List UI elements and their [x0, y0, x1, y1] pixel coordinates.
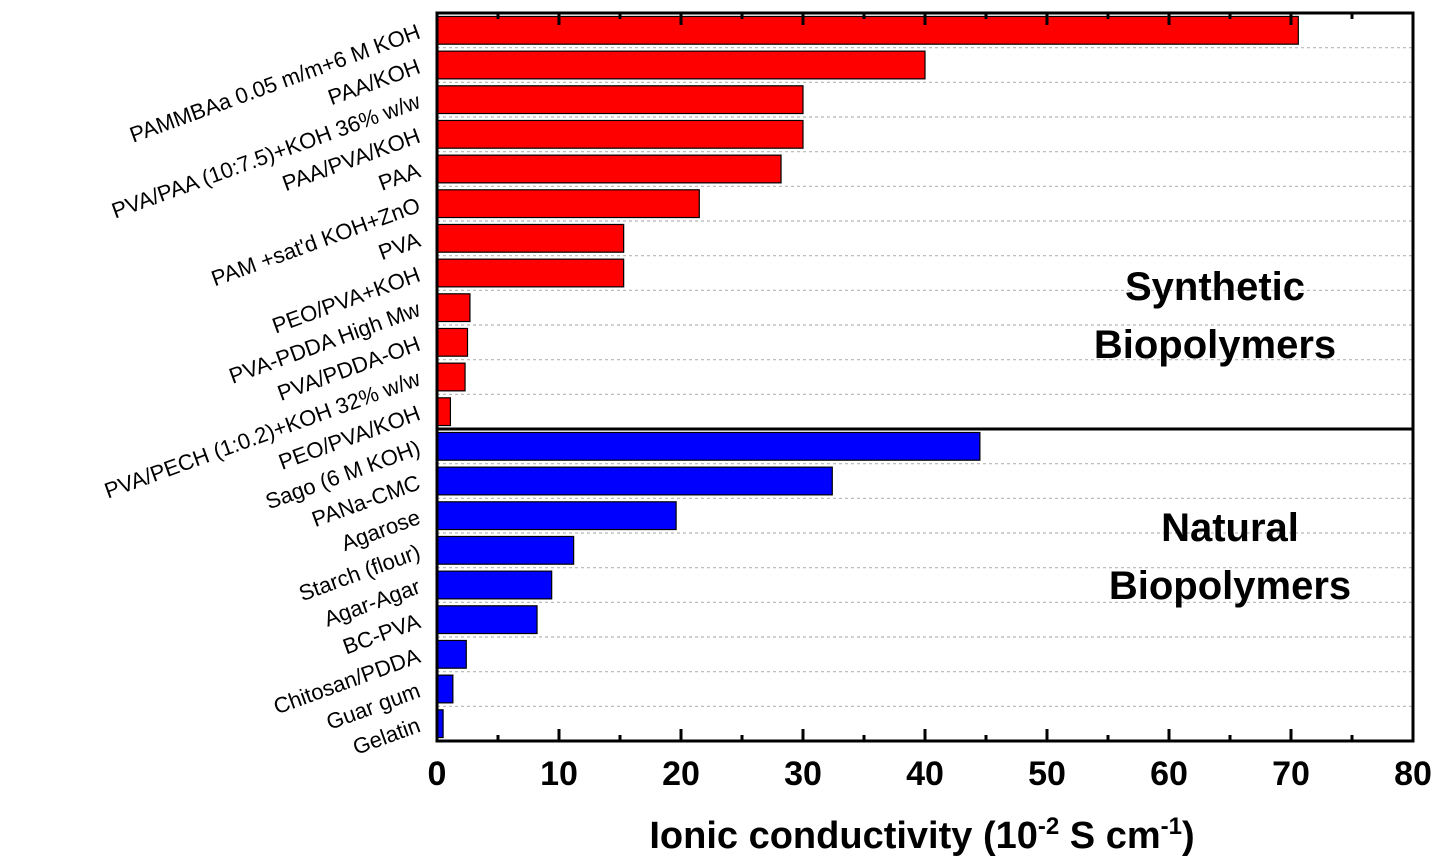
- x-axis-title-part3: ): [1182, 815, 1195, 857]
- bar-natural-4: [436, 570, 553, 600]
- x-tick-label: 50: [1028, 755, 1066, 793]
- x-tick-label: 0: [428, 755, 447, 793]
- bar-synthetic-7: [436, 258, 625, 288]
- x-axis-title-exponent2: -1: [1161, 813, 1182, 840]
- bars: [436, 15, 1299, 739]
- group-label-synthetic-line1: Synthetic: [1125, 265, 1305, 309]
- x-tick-label: 40: [906, 755, 944, 793]
- bar-synthetic-5: [436, 189, 700, 219]
- bar-synthetic-9: [436, 327, 469, 357]
- bar-natural-7: [436, 674, 454, 704]
- x-axis-title-exponent1: -2: [1038, 813, 1059, 840]
- category-label: PVA: [375, 227, 424, 265]
- gridlines: [437, 47, 1413, 707]
- x-axis-ticks: 0 10 20 30 40 50 60 70 80: [428, 13, 1432, 793]
- bar-natural-3: [436, 535, 575, 565]
- x-axis-title-part2: S cm: [1059, 815, 1160, 857]
- bar-synthetic-3: [436, 119, 804, 149]
- x-tick-label: 10: [540, 755, 578, 793]
- group-label-natural-line2: Biopolymers: [1109, 564, 1351, 608]
- bar-synthetic-11: [436, 397, 452, 427]
- bar-synthetic-8: [436, 293, 471, 323]
- bar-natural-0: [436, 431, 981, 461]
- bar-natural-2: [436, 501, 677, 531]
- group-label-synthetic-line2: Biopolymers: [1094, 323, 1336, 367]
- category-label: PAA: [375, 158, 424, 196]
- bar-synthetic-4: [436, 154, 782, 184]
- bar-natural-5: [436, 605, 538, 635]
- x-tick-label: 70: [1272, 755, 1310, 793]
- x-tick-label: 80: [1394, 755, 1432, 793]
- bar-natural-6: [436, 639, 467, 669]
- bar-synthetic-2: [436, 85, 804, 115]
- bar-synthetic-10: [436, 362, 466, 392]
- bar-synthetic-6: [436, 223, 625, 253]
- x-tick-label: 30: [784, 755, 822, 793]
- x-axis-title-part1: Ionic conductivity (10: [649, 815, 1038, 857]
- group-label-natural-line1: Natural: [1161, 506, 1299, 550]
- bar-natural-1: [436, 466, 833, 496]
- x-tick-label: 20: [662, 755, 700, 793]
- bar-synthetic-1: [436, 50, 926, 80]
- x-axis-title: Ionic conductivity (10-2 S cm-1): [649, 813, 1194, 857]
- x-tick-label: 60: [1150, 755, 1188, 793]
